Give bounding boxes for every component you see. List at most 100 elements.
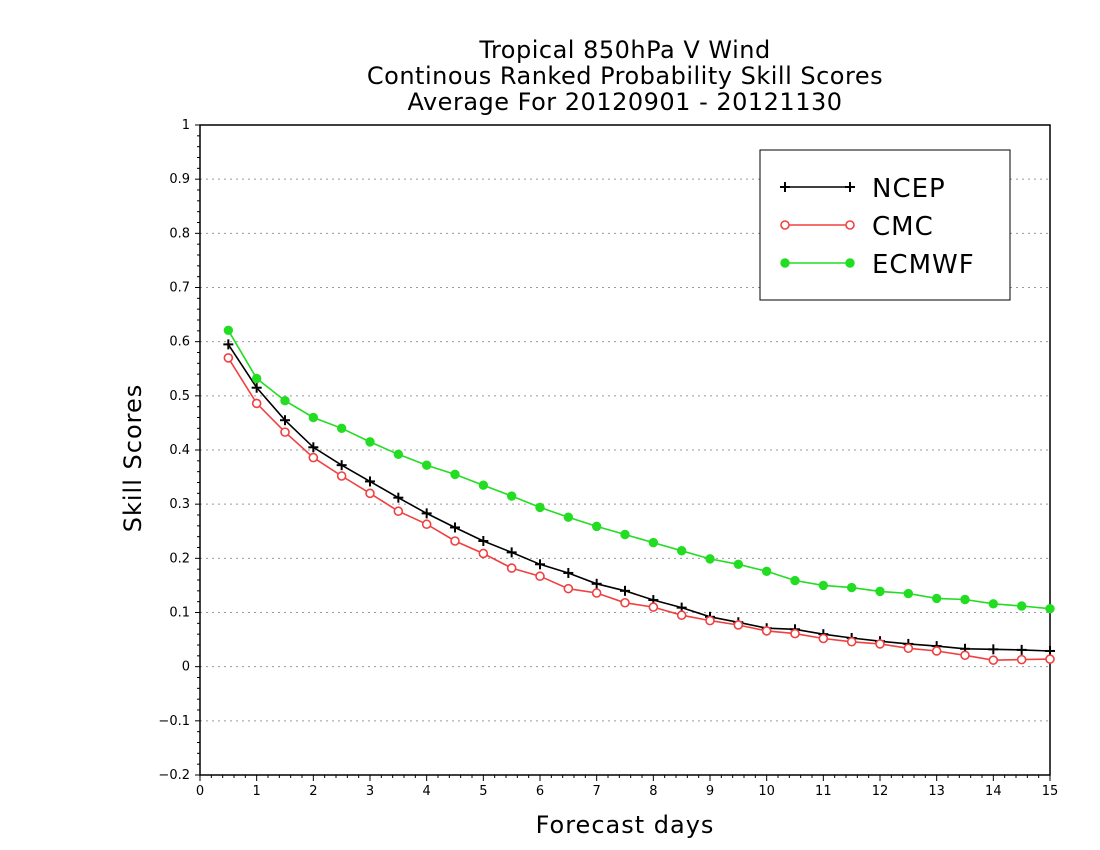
data-point-open-circle xyxy=(988,655,999,665)
data-point-open-circle xyxy=(223,353,234,363)
data-point-plus xyxy=(1016,644,1027,655)
data-point-open-circle xyxy=(903,643,914,654)
legend-item-ecmwf: ECMWF xyxy=(780,250,975,280)
data-point-open-circle xyxy=(478,548,489,559)
chart-title-line-1: Tropical 850hPa V Wind xyxy=(479,36,771,64)
y-tick-label: 0.8 xyxy=(169,226,190,241)
data-point-filled-circle xyxy=(223,325,234,335)
y-tick-label: −0.2 xyxy=(158,768,190,783)
data-point-open-circle xyxy=(506,563,517,573)
data-point-plus xyxy=(780,182,790,192)
y-tick-label: 0.4 xyxy=(169,443,190,458)
series-line-cmc xyxy=(227,357,1051,662)
data-point-filled-circle xyxy=(1016,601,1027,611)
y-tick-label: 0.6 xyxy=(169,335,190,350)
data-point-open-circle xyxy=(648,602,659,612)
data-point-open-circle xyxy=(931,646,942,656)
data-point-open-circle xyxy=(780,220,790,230)
x-tick-label: 13 xyxy=(928,784,945,799)
series-ecmwf xyxy=(223,325,1055,614)
data-point-plus xyxy=(280,415,290,426)
data-point-filled-circle xyxy=(336,423,347,434)
data-point-plus xyxy=(988,644,999,655)
data-point-filled-circle xyxy=(563,512,574,522)
data-point-open-circle xyxy=(421,519,432,530)
y-axis-label: Skill Scores xyxy=(119,384,147,533)
data-point-open-circle xyxy=(1016,654,1027,665)
data-point-filled-circle xyxy=(365,437,375,447)
y-tick-label: 0 xyxy=(182,660,190,675)
data-point-plus xyxy=(365,476,375,487)
x-tick-label: 9 xyxy=(706,784,714,799)
data-point-filled-circle xyxy=(733,559,744,569)
legend-label-ecmwf: ECMWF xyxy=(872,250,975,280)
data-point-plus xyxy=(223,339,234,350)
data-point-filled-circle xyxy=(535,502,545,513)
data-point-plus xyxy=(336,460,347,471)
data-point-open-circle xyxy=(280,427,290,437)
data-point-open-circle xyxy=(620,597,630,608)
legend: NCEP CMC ECMWF xyxy=(759,149,1011,301)
data-point-plus xyxy=(421,508,432,519)
data-point-plus xyxy=(478,536,489,546)
data-point-open-circle xyxy=(676,610,687,621)
data-point-open-circle xyxy=(846,636,857,647)
series-cmc xyxy=(223,353,1055,665)
data-point-open-circle xyxy=(336,471,347,481)
data-point-filled-circle xyxy=(988,599,999,609)
data-point-plus xyxy=(506,547,517,558)
data-point-filled-circle xyxy=(845,258,855,268)
data-point-filled-circle xyxy=(705,554,715,564)
data-point-plus xyxy=(535,559,545,570)
legend-item-ncep: NCEP xyxy=(780,174,946,204)
data-point-open-circle xyxy=(960,650,970,661)
x-tick-label: 12 xyxy=(872,784,889,799)
data-point-filled-circle xyxy=(846,582,857,593)
data-point-filled-circle xyxy=(620,529,630,540)
data-point-filled-circle xyxy=(251,373,262,384)
y-tick-label: 1 xyxy=(182,118,190,133)
x-tick-label: 7 xyxy=(593,784,601,799)
data-point-open-circle xyxy=(818,633,829,644)
x-tick-label: 10 xyxy=(758,784,775,799)
data-point-filled-circle xyxy=(308,412,319,423)
data-point-filled-circle xyxy=(676,546,687,556)
data-point-filled-circle xyxy=(1045,604,1055,614)
data-point-plus xyxy=(251,382,262,393)
data-point-filled-circle xyxy=(960,594,970,605)
x-tick-label: 2 xyxy=(309,784,317,799)
data-point-filled-circle xyxy=(648,537,659,548)
y-tick-label: 0.5 xyxy=(169,389,190,404)
data-point-filled-circle xyxy=(818,580,829,591)
series-group xyxy=(223,325,1055,665)
data-point-open-circle xyxy=(761,626,772,636)
data-point-plus xyxy=(845,182,855,192)
data-point-filled-circle xyxy=(761,566,772,577)
data-point-open-circle xyxy=(563,583,574,594)
data-point-open-circle xyxy=(705,615,715,626)
x-tick-label: 11 xyxy=(815,784,832,799)
x-tick-label: 6 xyxy=(536,784,544,799)
y-tick-label: 0.9 xyxy=(169,172,190,187)
data-point-open-circle xyxy=(450,536,460,546)
data-point-open-circle xyxy=(535,571,545,582)
data-point-open-circle xyxy=(365,488,375,499)
data-point-filled-circle xyxy=(903,588,914,599)
data-point-filled-circle xyxy=(931,593,942,604)
y-tick-label: 0.7 xyxy=(169,281,190,296)
data-point-filled-circle xyxy=(393,449,404,460)
legend-item-cmc: CMC xyxy=(780,212,934,242)
data-point-filled-circle xyxy=(280,396,290,406)
data-point-open-circle xyxy=(875,639,885,649)
data-point-filled-circle xyxy=(478,480,489,490)
data-point-plus xyxy=(563,567,574,578)
x-tick-label: 3 xyxy=(366,784,374,799)
data-point-plus xyxy=(620,585,630,596)
data-point-plus xyxy=(450,522,460,533)
data-point-filled-circle xyxy=(591,521,602,532)
legend-label-cmc: CMC xyxy=(872,212,934,242)
x-tick-label: 5 xyxy=(479,784,487,799)
chart-title-line-3: Average For 20120901 - 20121130 xyxy=(407,88,843,116)
legend-label-ncep: NCEP xyxy=(872,174,946,204)
